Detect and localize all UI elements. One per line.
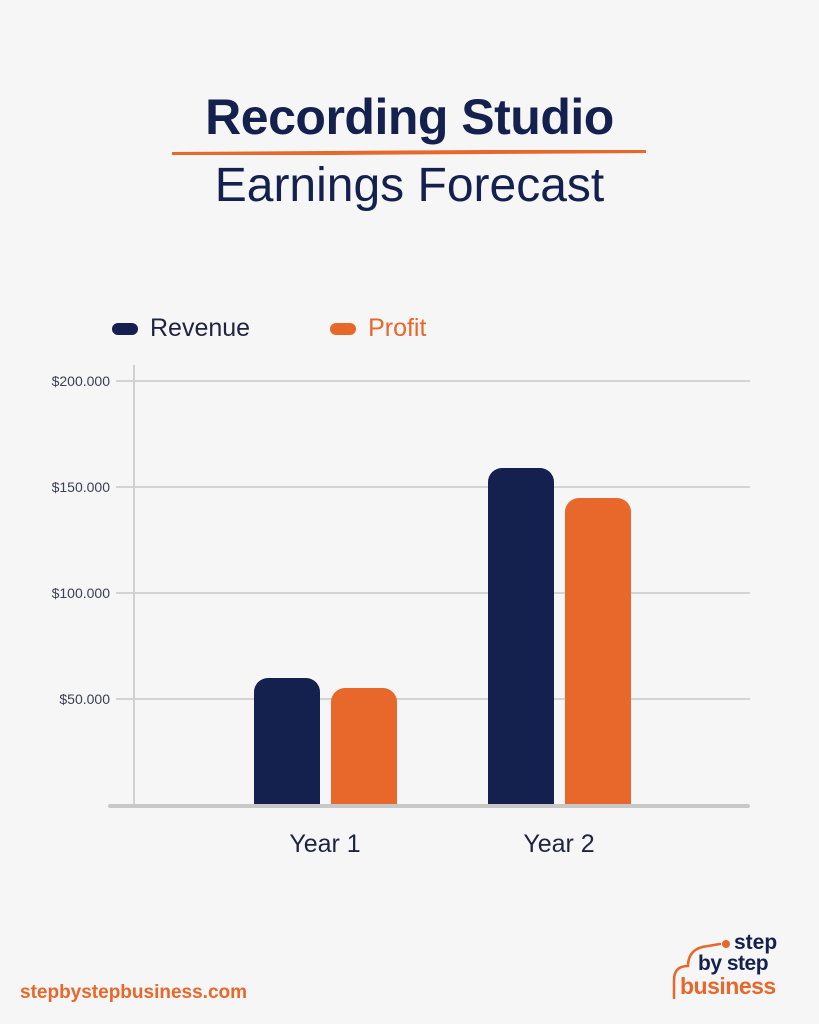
logo-text-bystep: by step <box>698 952 769 975</box>
footer-website-link[interactable]: stepbystepbusiness.com <box>20 982 248 1003</box>
legend-swatch-profit <box>330 322 357 335</box>
gridline-100k <box>116 592 750 594</box>
bar-year2-revenue <box>488 468 554 805</box>
y-tick-label: $200.000 <box>51 373 110 389</box>
logo-text-step: step <box>734 931 778 954</box>
bar-year2-profit <box>565 498 631 805</box>
bar-year1-profit <box>331 688 397 805</box>
y-tick-label: $100.000 <box>51 585 110 601</box>
legend-label-revenue: Revenue <box>150 314 251 342</box>
y-tick-label: $150.000 <box>51 479 110 495</box>
x-label-year1: Year 1 <box>289 830 361 858</box>
chart-title-line2: Earnings Forecast <box>214 159 605 212</box>
brand-logo: step by step business <box>668 932 793 1002</box>
legend-item-profit: Profit <box>330 314 426 343</box>
logo-text-business: business <box>680 973 776 999</box>
y-tick-label: $50.000 <box>59 691 110 707</box>
title-underline <box>172 150 646 155</box>
legend-item-revenue: Revenue <box>112 314 250 343</box>
legend-swatch-revenue <box>112 322 138 335</box>
bar-year1-revenue <box>254 678 320 805</box>
gridline-50k <box>116 698 750 700</box>
x-axis-line <box>108 804 750 808</box>
gridline-150k <box>116 486 750 488</box>
chart-title-line1: Recording Studio <box>205 89 614 145</box>
logo-arc-icon <box>672 940 730 1000</box>
x-label-year2: Year 2 <box>523 830 595 858</box>
gridline-200k <box>116 380 750 382</box>
chart-legend: Revenue Profit <box>112 314 506 343</box>
y-axis-line <box>133 365 135 805</box>
legend-label-profit: Profit <box>368 314 427 342</box>
